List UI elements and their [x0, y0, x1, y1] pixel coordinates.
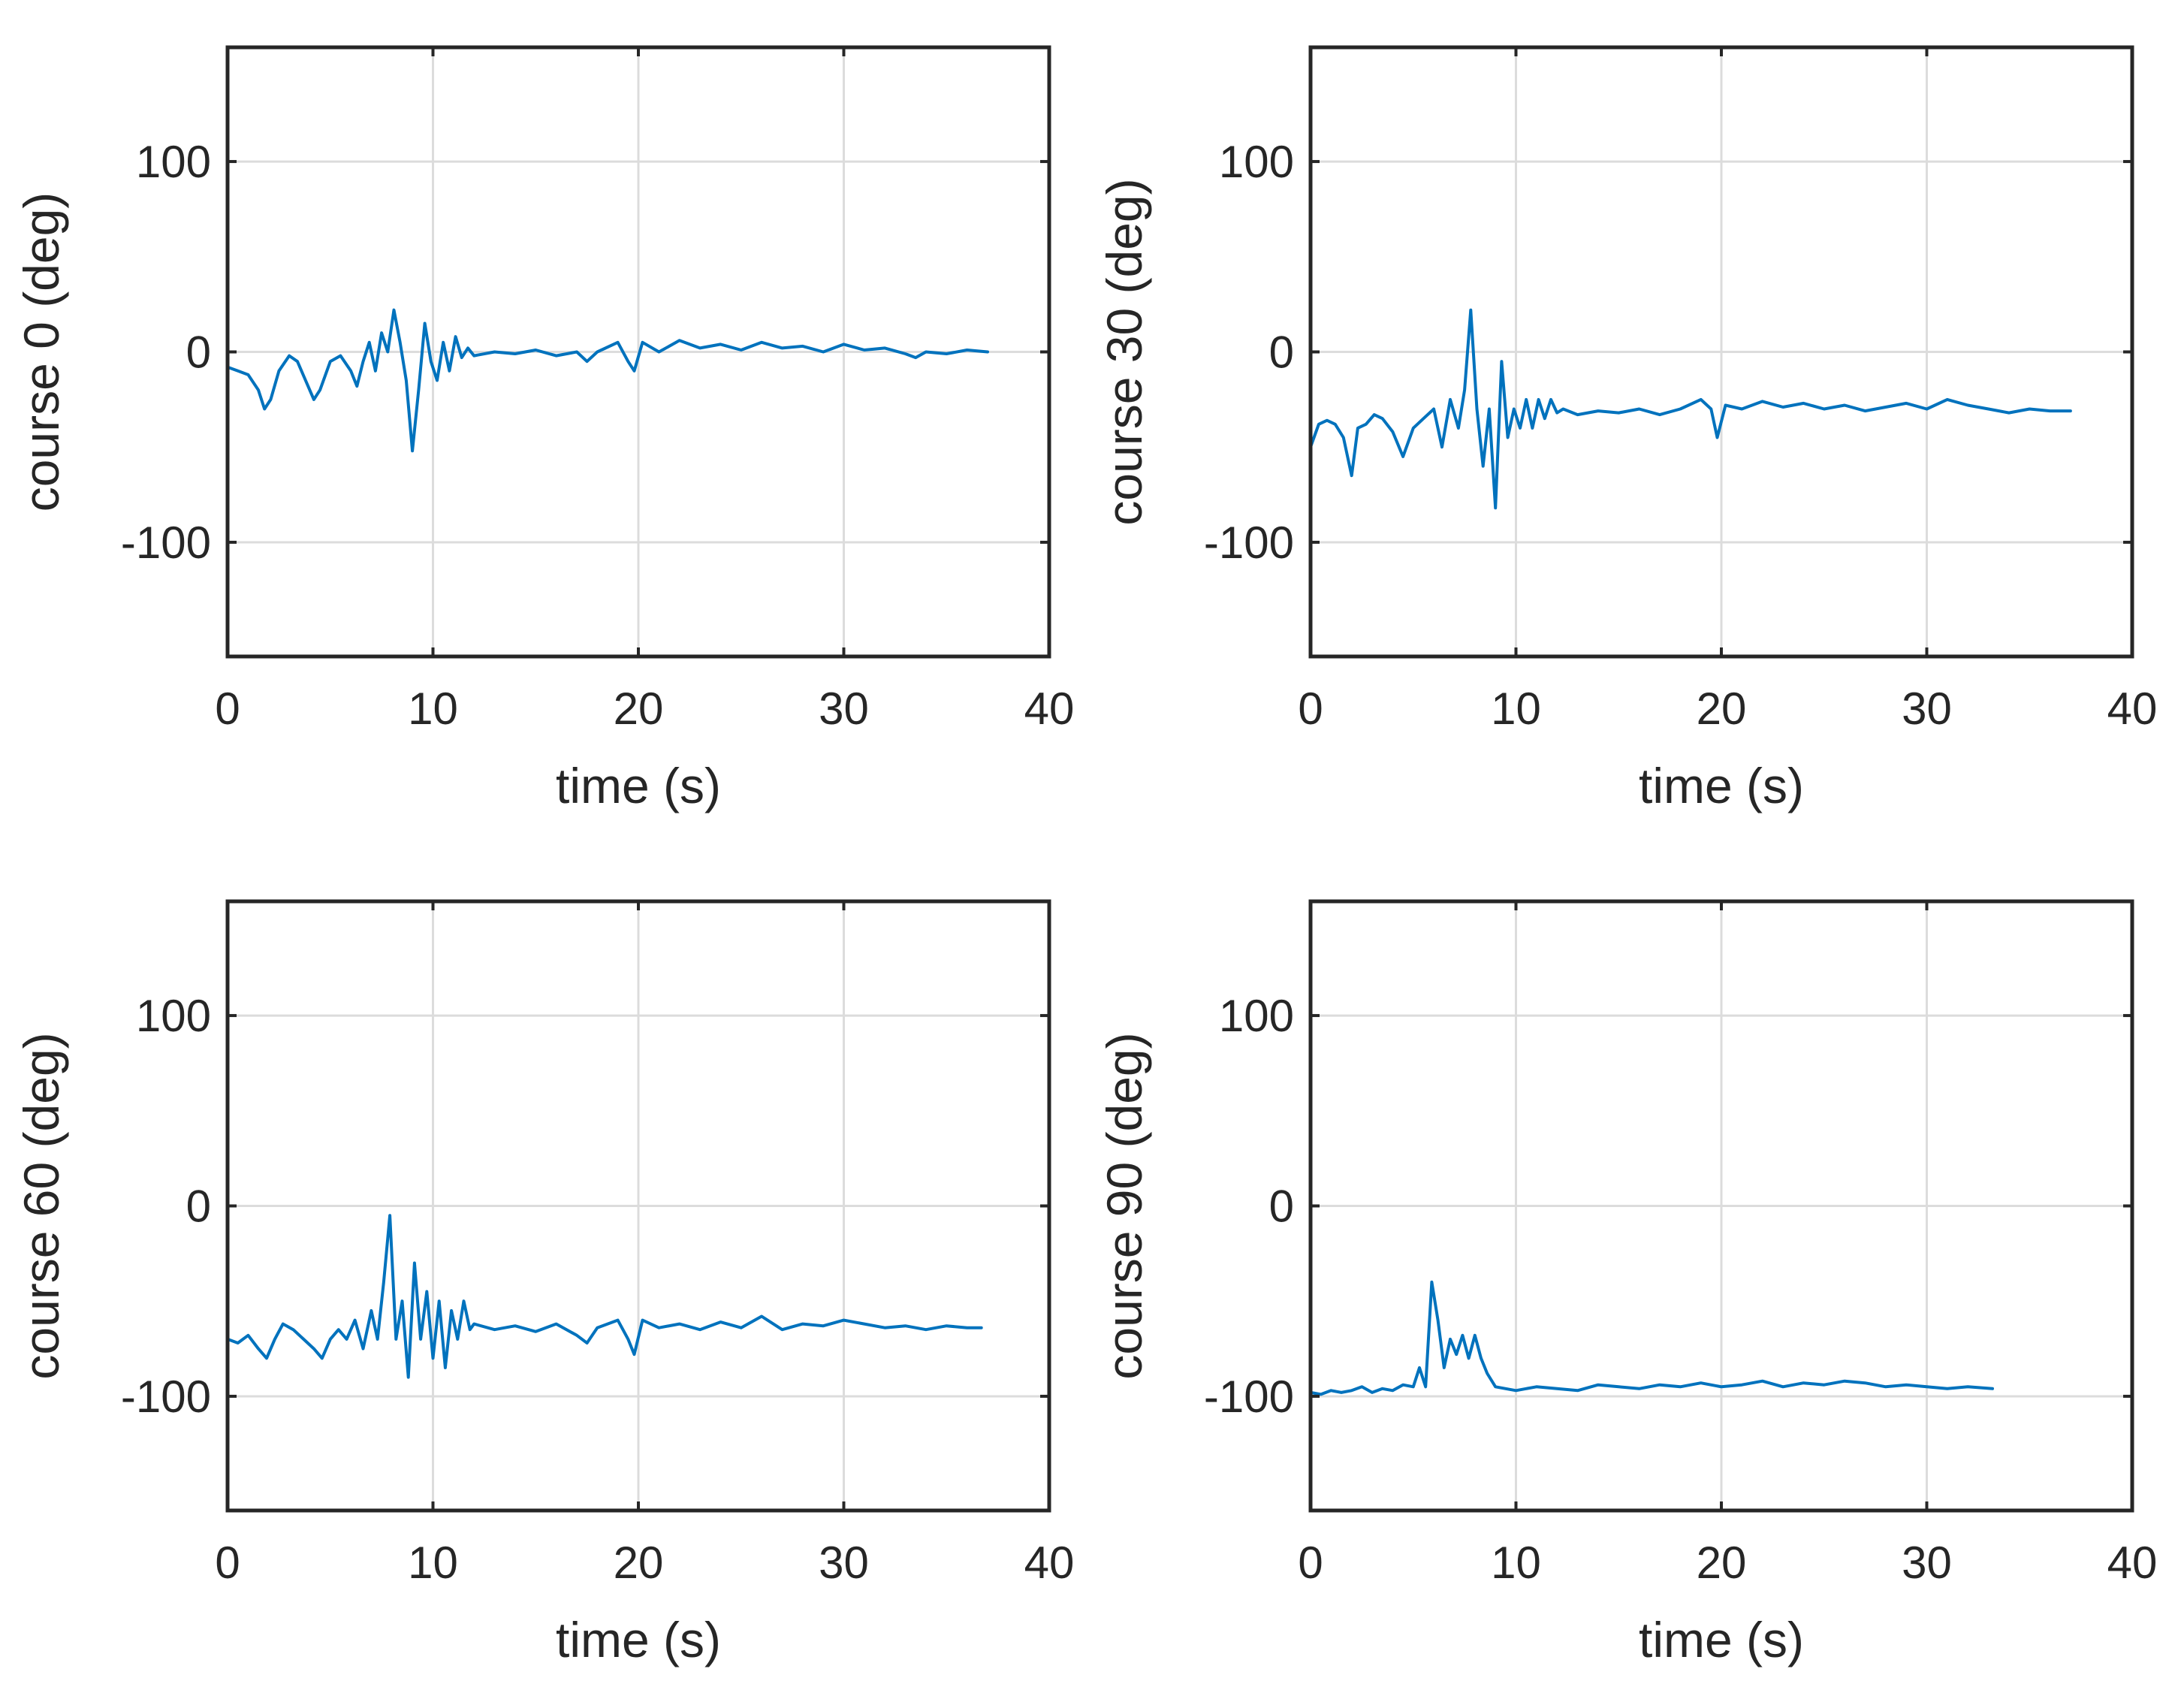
y-axis-label: course 60 (deg): [14, 1032, 69, 1379]
y-tick-label: 0: [1269, 327, 1294, 378]
x-tick-label: 30: [1902, 1538, 1952, 1588]
x-tick-label: 20: [1697, 1538, 1747, 1588]
x-tick-label: 40: [1024, 684, 1075, 734]
x-axis-label: time (s): [1639, 1612, 1804, 1667]
x-tick-label: 20: [614, 684, 664, 734]
subplot-3: 0 10 20 30 40 -100 0 100 time (s) course 60 (deg): [14, 899, 1075, 1667]
y-axis-label: course 0 (deg): [14, 192, 69, 512]
y-tick-label: 100: [1219, 137, 1294, 187]
x-axis-label: time (s): [556, 758, 721, 813]
x-tick-label: 10: [1491, 1538, 1541, 1588]
x-tick-label: 30: [1902, 684, 1952, 734]
y-tick-label: -100: [121, 1372, 211, 1422]
series-line-4: [1309, 1280, 1994, 1396]
y-tick-label: 0: [186, 1182, 211, 1232]
x-tick-label: 30: [819, 684, 869, 734]
x-tick-label: 0: [1298, 1538, 1323, 1588]
series-line-3: [226, 1214, 983, 1379]
y-tick-label: -100: [1204, 1372, 1294, 1422]
x-tick-label: 0: [215, 684, 240, 734]
y-tick-label: 0: [1269, 1182, 1294, 1232]
series-line-1: [226, 308, 989, 453]
y-tick-label: 100: [136, 137, 211, 187]
y-tick-label: 100: [1219, 991, 1294, 1041]
x-tick-label: 0: [215, 1538, 240, 1588]
series-line-2: [1309, 308, 2072, 510]
y-axis-label: course 90 (deg): [1097, 1032, 1152, 1379]
x-tick-label: 20: [614, 1538, 664, 1588]
x-tick-label: 10: [408, 684, 458, 734]
subplot-2: 0 10 20 30 40 -100 0 100 time (s) course 30 (deg): [1097, 45, 2158, 813]
x-axis-label: time (s): [1639, 758, 1804, 813]
subplot-1: 0 10 20 30 40 -100 0 100 time (s) course 0 (deg): [14, 45, 1075, 813]
x-tick-label: 0: [1298, 684, 1323, 734]
x-tick-label: 10: [408, 1538, 458, 1588]
subplot-4: 0 10 20 30 40 -100 0 100 time (s) course 90 (deg): [1097, 899, 2158, 1667]
x-axis-label: time (s): [556, 1612, 721, 1667]
x-tick-label: 10: [1491, 684, 1541, 734]
y-axis-label: course 30 (deg): [1097, 178, 1152, 525]
x-tick-label: 40: [2107, 1538, 2158, 1588]
y-tick-label: 100: [136, 991, 211, 1041]
y-tick-label: -100: [1204, 518, 1294, 568]
x-tick-label: 20: [1697, 684, 1747, 734]
x-tick-label: 40: [2107, 684, 2158, 734]
x-tick-label: 30: [819, 1538, 869, 1588]
y-tick-label: 0: [186, 327, 211, 378]
y-tick-label: -100: [121, 518, 211, 568]
x-tick-label: 40: [1024, 1538, 1075, 1588]
